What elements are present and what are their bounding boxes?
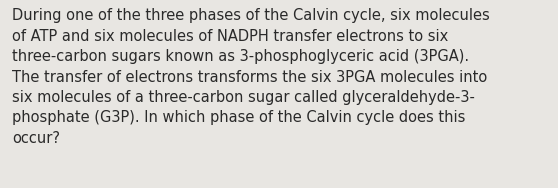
Text: During one of the three phases of the Calvin cycle, six molecules
of ATP and six: During one of the three phases of the Ca… xyxy=(12,8,490,146)
